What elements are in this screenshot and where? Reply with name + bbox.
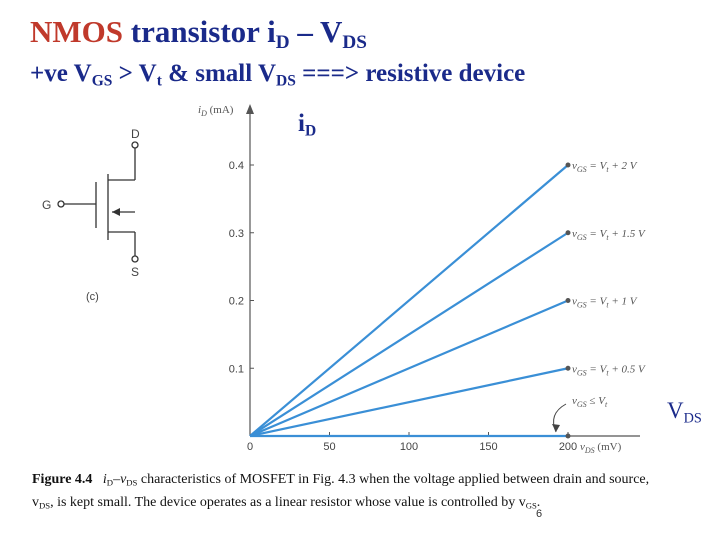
drain-terminal [131, 141, 139, 149]
title-dash: – V [289, 14, 343, 49]
title-nmos: NMOS [30, 14, 123, 49]
title-sub-d: D [275, 31, 290, 53]
vds-tag-main: V [667, 398, 684, 423]
caption-sub: DS [126, 477, 138, 488]
title-text: transistor i [123, 14, 276, 49]
id-axis-tag: iD [298, 110, 316, 141]
arrow-icon [112, 208, 120, 216]
caption-sub: DS [39, 500, 51, 511]
series-endpoint [565, 298, 571, 303]
series-line [249, 164, 569, 437]
caption-part: , is kept small. The device operates as … [50, 494, 526, 510]
y-tick-label: 0.4 [229, 160, 244, 172]
panel-label: (c) [86, 291, 99, 303]
source-terminal [131, 255, 139, 263]
title-sub-ds: DS [342, 31, 367, 53]
gate-label: G [42, 198, 51, 212]
subtitle-part: > V [112, 60, 157, 87]
x-axis-title: vDS (mV) [580, 441, 622, 455]
y-axis-arrow-icon [246, 104, 254, 114]
series-label: vGS = Vt + 0.5 V [572, 363, 646, 377]
caption-part: i [102, 472, 107, 487]
vds-tag-sub: DS [683, 410, 702, 427]
caption-part: characteristics of MOSFET in Fig. 4.3 wh… [32, 472, 650, 510]
page-number: 6 [536, 508, 543, 520]
x-tick-label: 50 [323, 441, 335, 453]
caption-sub: D [106, 477, 114, 488]
y-tick-label: 0.1 [229, 363, 244, 375]
caption-figure-number: Figure 4.4 [32, 472, 93, 487]
series-endpoint [565, 365, 571, 371]
x-tick-label: 150 [479, 441, 497, 453]
series-line [249, 299, 569, 438]
subtitle-sub-t: t [156, 72, 162, 90]
subtitle-part: & small V [161, 60, 277, 87]
slide-title: NMOS transistor iD – VDS [30, 14, 367, 54]
caption-part: . [536, 494, 541, 510]
series-endpoint [565, 162, 571, 168]
series-label: vGS = Vt + 1 V [572, 296, 638, 310]
x-tick-label: 200 [559, 441, 577, 453]
source-label: S [131, 265, 139, 279]
x-tick-label: 100 [400, 441, 418, 453]
series-label: vGS = Vt + 1.5 V [572, 228, 646, 242]
subtitle-sub-gs: GS [91, 72, 113, 90]
nmos-circuit-symbol [57, 141, 139, 263]
id-tag-sub: D [304, 122, 317, 140]
y-axis-title: iD (mA) [198, 104, 234, 118]
y-tick-label: 0.2 [229, 296, 244, 308]
caption-part: –v [113, 472, 127, 487]
cutoff-arrow-icon [552, 424, 560, 432]
caption-sub: GS [525, 500, 537, 511]
series-endpoint [565, 230, 571, 236]
subtitle-part: +ve V [30, 60, 92, 87]
subtitle-sub-ds: DS [276, 72, 296, 90]
series-endpoint [565, 433, 571, 439]
series-line [249, 367, 569, 438]
series-line [249, 231, 569, 437]
figure-caption: Figure 4.4 iD–vDS characteristics of MOS… [32, 470, 672, 515]
gate-terminal [57, 200, 65, 208]
y-tick-label: 0.3 [229, 228, 244, 240]
subtitle-part: ===> resistive device [295, 60, 526, 87]
x-tick-label: 0 [247, 441, 253, 453]
slide-subtitle: +ve VGS > Vt & small VDS ===> resistive … [30, 60, 525, 91]
vds-axis-tag: VDS [667, 398, 702, 427]
drain-label: D [131, 127, 140, 141]
series-label: vGS ≤ Vt [572, 395, 608, 409]
series-label: vGS = Vt + 2 V [572, 160, 638, 174]
id-tag-main: i [298, 110, 305, 137]
